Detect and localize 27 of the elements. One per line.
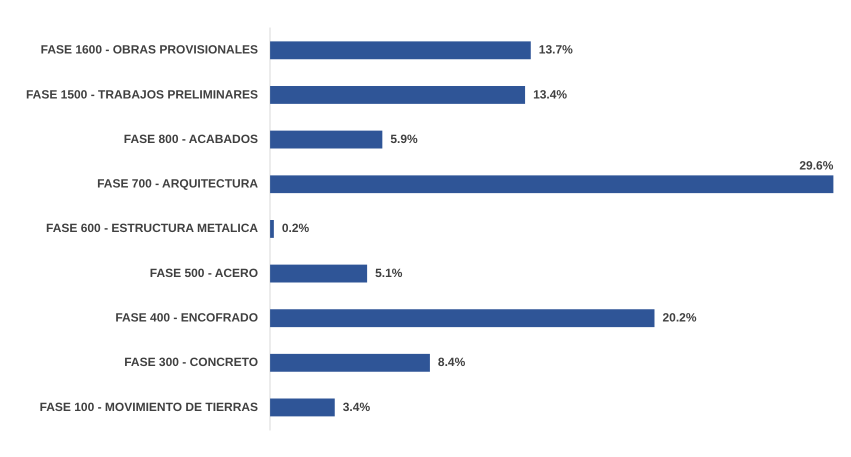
y-tick-label: FASE 100 - MOVIMIENTO DE TIERRAS: [40, 400, 258, 414]
data-label: 3.4%: [342, 400, 370, 414]
bar: [270, 86, 526, 104]
y-tick-label: FASE 300 - CONCRETO: [124, 355, 258, 370]
bar: [270, 354, 430, 372]
bar: [270, 130, 382, 149]
bar: [270, 175, 834, 194]
y-tick-label: FASE 500 - ACERO: [150, 266, 258, 280]
y-tick-label: FASE 1600 - OBRAS PROVISIONALES: [40, 42, 258, 57]
bar: [270, 398, 335, 416]
data-label: 13.7%: [538, 42, 574, 57]
y-tick-label: FASE 700 - ARQUITECTURA: [97, 176, 258, 191]
data-label: 5.9%: [390, 132, 418, 146]
data-label: 29.6%: [799, 158, 834, 173]
bar: [270, 309, 654, 328]
y-tick-label: FASE 800 - ACABADOS: [124, 132, 258, 146]
data-label: 0.2%: [282, 221, 310, 236]
bar: [270, 41, 531, 60]
bar: [270, 220, 274, 238]
y-tick-label: FASE 1500 - TRABAJOS PRELIMINARES: [26, 87, 258, 102]
data-label: 13.4%: [533, 87, 568, 102]
bar: [270, 264, 368, 282]
y-tick-label: FASE 600 - ESTRUCTURA METALICA: [46, 221, 258, 236]
data-label: 20.2%: [662, 310, 697, 324]
data-label: 8.4%: [438, 355, 466, 370]
data-label: 5.1%: [375, 266, 403, 280]
y-tick-label: FASE 400 - ENCOFRADO: [115, 310, 258, 324]
